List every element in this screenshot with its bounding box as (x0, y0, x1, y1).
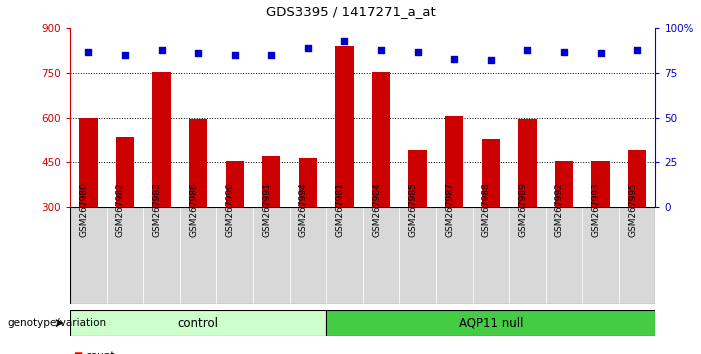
Bar (290, 207, 326, 304)
Text: GSM267995: GSM267995 (628, 183, 637, 238)
Bar (189, 119, 207, 296)
Bar (409, 150, 427, 296)
Bar (628, 150, 646, 296)
Text: GSM267981: GSM267981 (336, 183, 344, 238)
Point (156, 47, 167, 53)
Bar (583, 207, 619, 304)
Text: GSM267993: GSM267993 (592, 183, 601, 238)
Bar (70, 207, 107, 304)
Text: GSM267992: GSM267992 (555, 183, 564, 238)
Bar (180, 207, 217, 304)
Text: GSM267985: GSM267985 (409, 183, 418, 238)
Bar (262, 156, 280, 296)
Text: GSM267984: GSM267984 (372, 183, 381, 238)
Point (595, 51, 606, 56)
Bar (326, 310, 655, 336)
Point (522, 47, 533, 53)
Bar (143, 207, 180, 304)
Text: GSM267982: GSM267982 (116, 183, 125, 238)
Text: GSM267988: GSM267988 (482, 183, 491, 238)
Point (193, 51, 204, 56)
Bar (79, 118, 97, 296)
Bar (554, 161, 573, 296)
Text: AQP11 null: AQP11 null (458, 316, 523, 330)
Point (412, 49, 423, 55)
Text: control: control (177, 316, 219, 330)
Bar (226, 161, 244, 296)
Bar (299, 158, 317, 296)
Text: GSM267986: GSM267986 (189, 183, 198, 238)
Bar (436, 207, 472, 304)
Text: GDS3395 / 1417271_a_at: GDS3395 / 1417271_a_at (266, 5, 435, 18)
Text: GSM267980: GSM267980 (79, 183, 88, 238)
Bar (518, 119, 536, 296)
Point (632, 47, 643, 53)
Bar (107, 207, 143, 304)
Point (302, 45, 313, 51)
Bar (372, 72, 390, 296)
Bar (70, 310, 326, 336)
Text: GSM267991: GSM267991 (262, 183, 271, 238)
Bar (545, 207, 583, 304)
Text: count: count (86, 351, 115, 354)
Text: genotype/variation: genotype/variation (7, 318, 106, 328)
Text: GSM267990: GSM267990 (226, 183, 235, 238)
Point (376, 47, 387, 53)
Bar (326, 207, 363, 304)
Bar (116, 137, 134, 296)
Bar (509, 207, 545, 304)
Bar (592, 161, 610, 296)
Point (83, 49, 94, 55)
Bar (335, 46, 353, 296)
Bar (619, 207, 655, 304)
Bar (363, 207, 400, 304)
Bar (152, 72, 171, 296)
Bar (482, 138, 500, 296)
Text: GSM267994: GSM267994 (299, 183, 308, 238)
Bar (253, 207, 290, 304)
Point (559, 49, 570, 55)
Text: GSM267987: GSM267987 (445, 183, 454, 238)
Point (485, 58, 496, 63)
Bar (400, 207, 436, 304)
Text: ■: ■ (74, 351, 83, 354)
Point (449, 56, 460, 62)
Point (229, 52, 240, 58)
Bar (445, 116, 463, 296)
Bar (217, 207, 253, 304)
Bar (472, 207, 509, 304)
Point (339, 38, 350, 44)
Text: GSM267989: GSM267989 (519, 183, 527, 238)
Point (119, 52, 130, 58)
Point (266, 52, 277, 58)
Text: GSM267983: GSM267983 (153, 183, 161, 238)
